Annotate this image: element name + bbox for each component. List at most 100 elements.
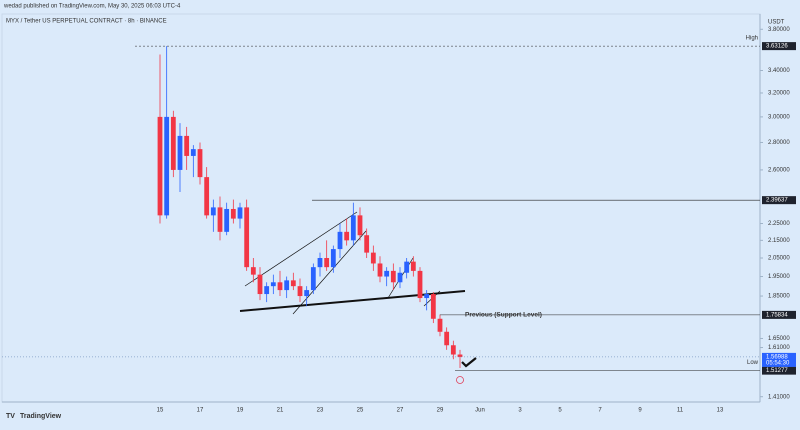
x-tick-label: 7 [598, 408, 602, 414]
price-box [762, 366, 796, 375]
candle-body [250, 267, 256, 275]
candle-body [177, 135, 183, 170]
candle-body [430, 294, 436, 319]
candle-body [230, 208, 236, 219]
candle-body [310, 267, 316, 291]
candle-body [444, 331, 450, 346]
candle-body [450, 345, 456, 355]
x-tick-label: 29 [437, 408, 444, 414]
price-box [762, 196, 796, 205]
candle-body [284, 280, 290, 291]
candle-body [257, 274, 263, 295]
header: wedad published on TradingView.com, May … [3, 4, 181, 10]
candle-body [157, 116, 163, 216]
logo: TradingView [20, 413, 62, 420]
y-tick-label: 2.05000 [768, 256, 790, 262]
x-tick-label: 17 [197, 408, 204, 414]
x-tick-label: 21 [277, 408, 284, 414]
chart-title: MYX / Tether US PERPETUAL CONTRACT · 8h … [6, 19, 167, 25]
x-tick-label: 15 [157, 408, 164, 414]
candle-body [290, 280, 296, 287]
candle-body [337, 231, 343, 250]
x-tick-label: 23 [317, 408, 324, 414]
logo-icon: TV [6, 413, 15, 420]
x-tick-label: 25 [357, 408, 364, 414]
candle-body [377, 263, 383, 277]
y-tick-label: 2.80000 [768, 140, 790, 146]
candle-body [437, 318, 443, 332]
candle-body [404, 261, 410, 273]
candle-body [297, 286, 303, 297]
trendline [292, 230, 367, 315]
x-tick-label: 19 [237, 408, 244, 414]
y-tick-label: 2.15000 [768, 238, 790, 244]
y-tick-label: 2.60000 [768, 168, 790, 174]
y-tick-label: 3.40000 [768, 68, 790, 74]
y-tick-label: 1.85000 [768, 294, 790, 300]
candle-body [170, 116, 176, 170]
candle-body [244, 207, 250, 268]
x-tick-label: 13 [717, 408, 724, 414]
countdown: 05:54:30 [766, 360, 790, 366]
candle-body [184, 135, 190, 156]
x-tick-label: 3 [518, 408, 522, 414]
price-label: 1.75834 [766, 312, 788, 318]
x-tick-label: 11 [677, 408, 684, 414]
candle-body [357, 215, 363, 236]
candle-body [457, 354, 463, 357]
candle-body [190, 149, 196, 156]
price-box [762, 310, 796, 319]
candle-body [317, 258, 323, 268]
candle-body [397, 272, 403, 283]
level-name: Previous (Support Level) [465, 312, 542, 319]
y-tick-label: 1.95000 [768, 274, 790, 280]
price-box [762, 42, 796, 51]
y-tick-label: 1.65000 [768, 336, 790, 342]
level-name: Low [747, 360, 759, 366]
price-label: 2.39637 [766, 198, 788, 204]
candle-body [350, 215, 356, 241]
x-tick-label: 9 [638, 408, 642, 414]
candle-body [270, 282, 276, 287]
candle-body [417, 270, 423, 299]
trendline [244, 211, 358, 287]
candle-body [410, 261, 416, 271]
y-tick-label: 3.80000 [768, 27, 790, 33]
candle-body [204, 177, 210, 216]
y-tick-label: 3.20000 [768, 91, 790, 97]
currency: USDT [768, 20, 785, 26]
candle-body [164, 116, 170, 216]
x-tick-label: 27 [397, 408, 404, 414]
y-tick-label: 3.00000 [768, 114, 790, 120]
candle-body [364, 235, 370, 253]
candle-body [330, 249, 336, 268]
candle-body [390, 270, 396, 283]
candle-body [344, 231, 350, 241]
candle-body [217, 207, 223, 232]
candle-body [384, 270, 390, 277]
candle-body [324, 258, 330, 268]
price-box [762, 352, 796, 367]
candle-body [237, 207, 243, 219]
event-icon [456, 376, 464, 384]
x-tick-label: 5 [558, 408, 562, 414]
candle-body [197, 149, 203, 178]
y-tick-label: 2.25000 [768, 221, 790, 227]
x-tick-label: Jun [475, 408, 485, 414]
candle-body [224, 208, 230, 232]
y-tick-label: 1.41000 [768, 394, 790, 400]
candle-body [210, 207, 216, 216]
price-label: 1.51277 [766, 368, 788, 374]
price-label: 3.63126 [766, 44, 788, 50]
checkmark [461, 357, 477, 368]
candle-body [304, 290, 310, 297]
y-tick-label: 1.61000 [768, 345, 790, 351]
level-name: High [746, 36, 758, 42]
candle-body [264, 286, 270, 295]
price-label: 1.56988 [766, 354, 788, 360]
candle-body [424, 294, 430, 299]
candle-body [277, 282, 283, 291]
candle-body [370, 252, 376, 264]
